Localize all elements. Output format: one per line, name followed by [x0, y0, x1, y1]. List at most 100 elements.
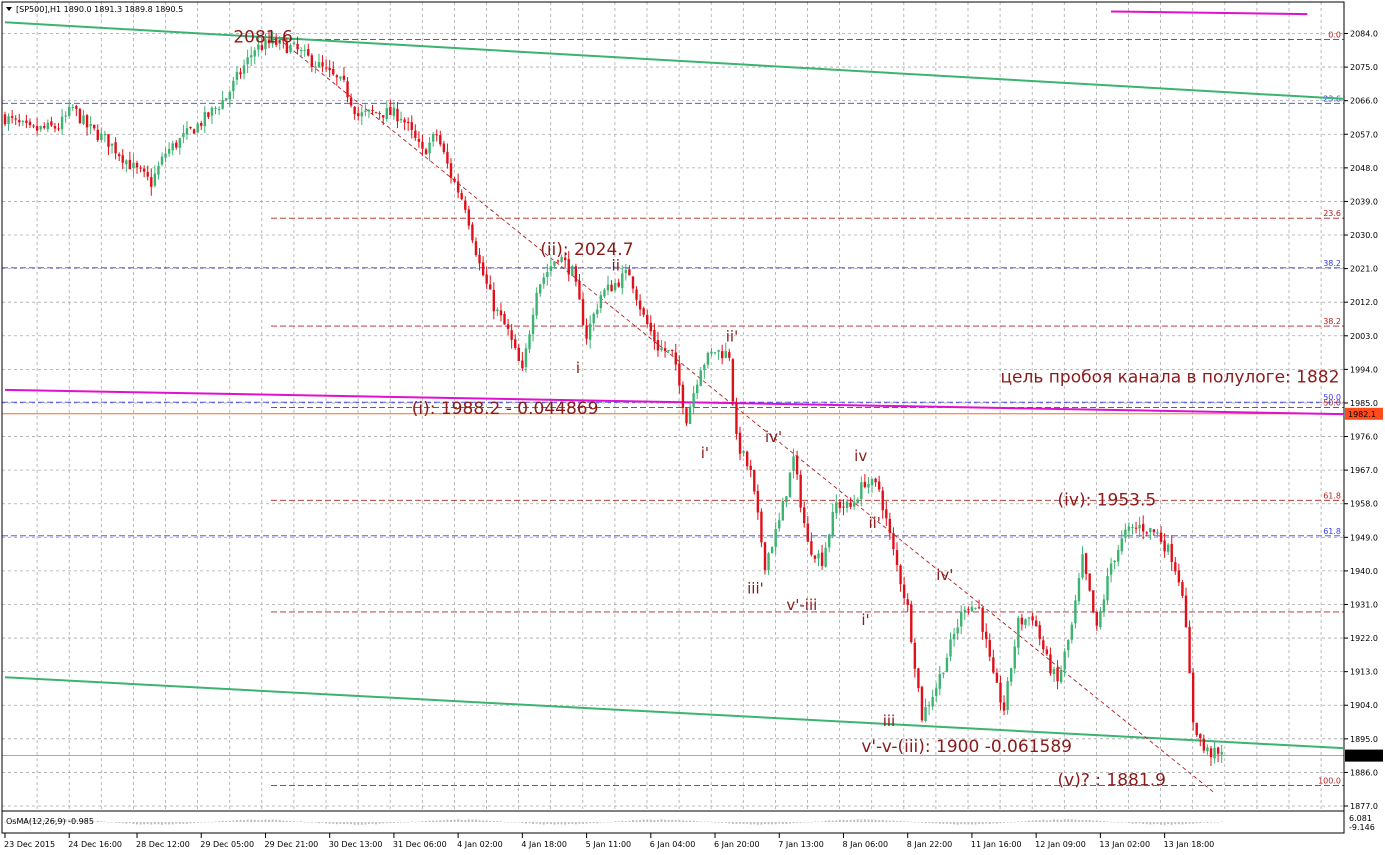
- osma-bar: [32, 819, 35, 822]
- osma-bar: [674, 820, 677, 822]
- osma-bar: [781, 822, 784, 825]
- wave-label: (v)? : 1881.9: [1058, 770, 1166, 790]
- osma-bar: [4, 822, 6, 823]
- candle-body: [389, 106, 392, 116]
- osma-bar: [489, 820, 492, 822]
- time-tick-label: 6 Jan 04:00: [650, 840, 696, 849]
- candle-body: [382, 115, 385, 118]
- price-tick-label: 2039.0: [1350, 197, 1378, 206]
- osma-bar: [460, 819, 463, 822]
- osma-bar: [1049, 820, 1052, 822]
- osma-bar: [617, 821, 620, 822]
- osma-bar: [1106, 821, 1109, 822]
- candle-body: [831, 511, 834, 536]
- osma-bar: [382, 822, 385, 824]
- candle-body: [574, 266, 578, 282]
- candle-body: [1059, 669, 1063, 683]
- price-axis[interactable]: 2084.0 2075.0 2066.0 2057.0 2048.0 2039.0 2030…: [1344, 30, 1378, 812]
- candle-body: [257, 44, 260, 50]
- osma-bar: [450, 819, 452, 822]
- candle-body: [835, 502, 838, 514]
- osma-bar: [328, 822, 331, 824]
- candle-body: [28, 121, 32, 125]
- osma-bar: [692, 820, 695, 822]
- osma-bar: [653, 819, 656, 822]
- candle-body: [856, 499, 859, 504]
- osma-bar: [749, 822, 752, 825]
- candle-body: [646, 314, 649, 324]
- candles: [3, 31, 1223, 766]
- osma-bar: [271, 819, 274, 822]
- candle-body: [977, 607, 981, 609]
- osma-bar: [257, 819, 260, 822]
- candle-body: [917, 668, 920, 689]
- osma-bar: [1045, 820, 1048, 822]
- candle-body: [207, 112, 210, 117]
- osma-bar: [160, 822, 163, 825]
- candle-body: [713, 352, 717, 354]
- candle-body: [720, 351, 724, 359]
- osma-bar: [467, 819, 470, 822]
- osma-bar: [1010, 821, 1013, 823]
- osma-bar: [1074, 819, 1077, 822]
- candle-body: [260, 45, 264, 50]
- osma-bar: [917, 822, 920, 823]
- osma-bar: [207, 821, 210, 823]
- candle-body: [185, 128, 189, 135]
- candle-body: [799, 474, 802, 508]
- time-tick-label: 4 Jan 02:00: [457, 840, 503, 849]
- price-tick-label: 1958.0: [1350, 500, 1378, 509]
- candle-body: [374, 112, 378, 114]
- candle-body: [346, 81, 349, 98]
- candle-body: [128, 159, 132, 170]
- candle-body: [1213, 747, 1216, 759]
- triangle-down-icon[interactable]: [6, 7, 12, 11]
- candle-body: [78, 109, 82, 124]
- price-tick-label: 2021.0: [1350, 265, 1378, 274]
- candle-body: [467, 209, 471, 226]
- wave-label: ii': [868, 514, 880, 532]
- candle-body: [845, 501, 849, 509]
- price-tick-label: 1895.0: [1350, 735, 1378, 744]
- candle-body: [945, 657, 949, 673]
- candle-body: [439, 135, 442, 145]
- candle-body: [910, 604, 913, 642]
- osma-bar: [342, 822, 345, 825]
- osma-bar: [36, 819, 39, 822]
- candle-body: [82, 115, 85, 124]
- candle-body: [767, 553, 770, 571]
- price-tick-label: 1877.0: [1350, 802, 1378, 811]
- osma-bar: [942, 822, 945, 824]
- candle-body: [588, 323, 592, 340]
- time-axis[interactable]: 23 Dec 2015 24 Dec 16:00 28 Dec 12:00 29 De…: [4, 833, 1214, 849]
- osma-bar: [317, 822, 320, 824]
- candle-body: [1170, 543, 1173, 563]
- osma-bar: [1102, 821, 1105, 822]
- candle-body: [1038, 625, 1041, 639]
- candle-body: [703, 364, 706, 371]
- candle-body: [342, 75, 346, 80]
- candle-body: [803, 507, 806, 524]
- candle-body: [431, 134, 435, 142]
- osma-bar: [1063, 819, 1066, 822]
- osma-bar: [171, 822, 174, 825]
- osma-bar: [157, 822, 160, 825]
- osma-bar: [953, 822, 956, 825]
- candle-body: [235, 72, 239, 80]
- osma-bar: [571, 822, 574, 824]
- osma-bar: [210, 821, 213, 823]
- candle-body: [860, 482, 863, 499]
- osma-bar: [421, 821, 424, 822]
- osma-bar: [150, 822, 153, 825]
- osma-bar: [553, 822, 556, 825]
- osma-bar: [1077, 820, 1080, 822]
- candle-body: [870, 478, 874, 486]
- candle-body: [1145, 532, 1148, 534]
- osma-bar: [856, 819, 859, 822]
- osma-bar: [1181, 822, 1184, 825]
- osma-bar: [635, 820, 638, 822]
- osma-bar: [696, 821, 699, 822]
- candle-body: [995, 672, 999, 683]
